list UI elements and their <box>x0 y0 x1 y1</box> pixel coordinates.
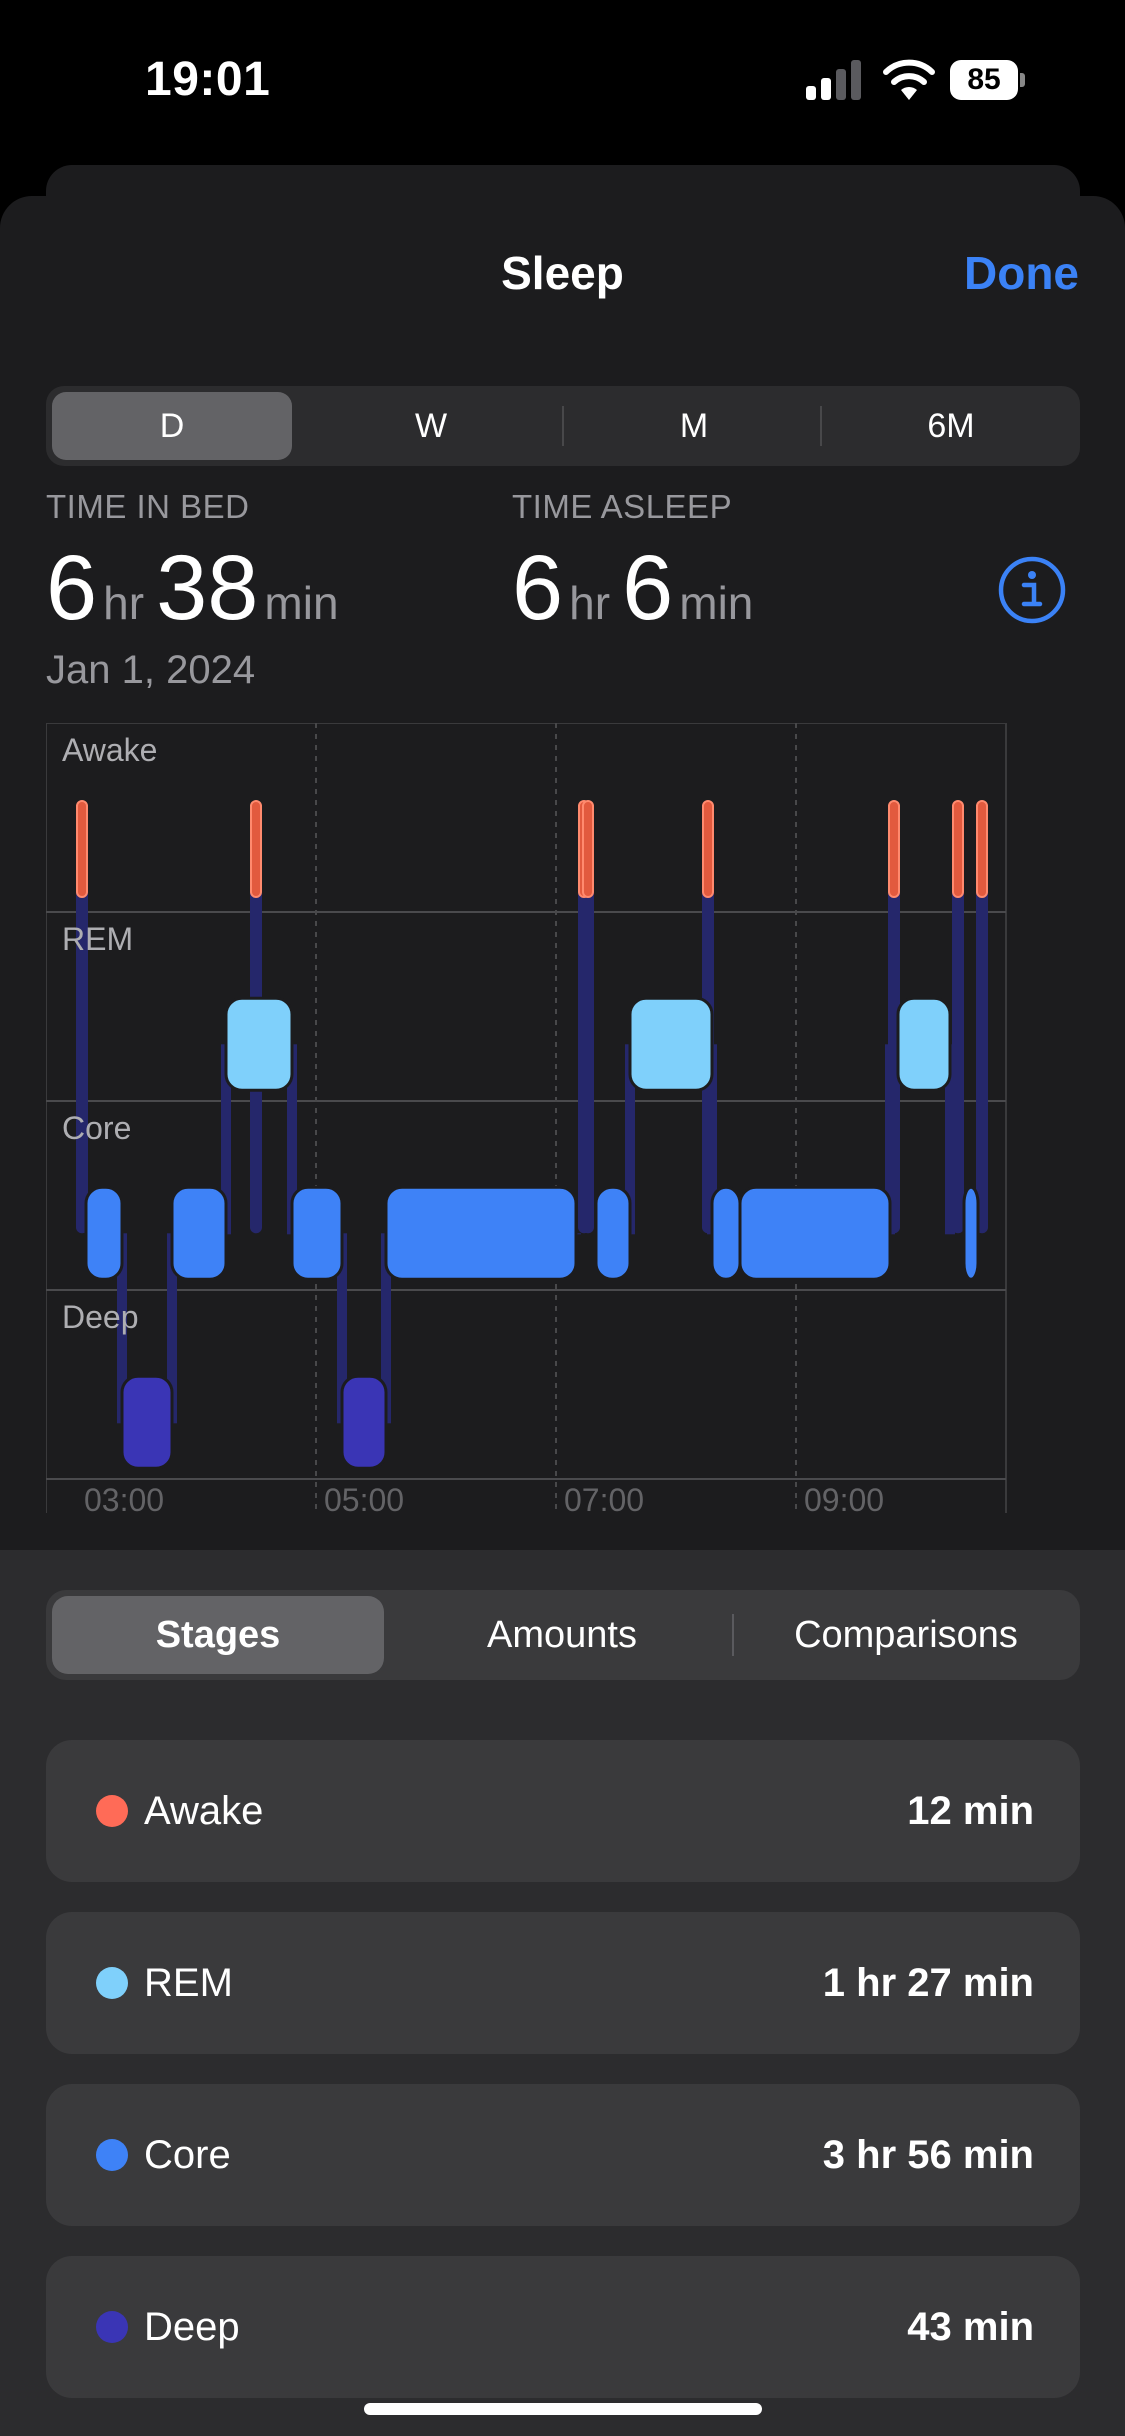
details-panel: Stages Amounts Comparisons Awake 12 min … <box>0 1550 1125 2436</box>
rem-dot-icon <box>96 1967 128 1999</box>
transition-connector <box>945 1044 955 1235</box>
cellular-signal-icon <box>806 60 861 100</box>
time-asleep-value: 6 hr 6 min <box>512 536 765 641</box>
x-tick-label: 09:00 <box>804 1482 884 1513</box>
awake-bar <box>976 800 988 898</box>
time-asleep-minutes: 6 <box>622 537 674 639</box>
awake-bar <box>582 800 594 898</box>
tab-week[interactable]: W <box>414 407 448 445</box>
stage-duration: 12 min <box>907 1789 1034 1833</box>
tab-six-months[interactable]: 6M <box>927 407 975 445</box>
sleep-stages-chart: 03:00 05:00 07:00 09:00 Awake REM Core Deep <box>46 723 1007 1513</box>
minutes-unit: min <box>679 577 754 629</box>
stage-label: Deep <box>62 1299 139 1335</box>
deep-dot-icon <box>96 2311 128 2343</box>
wifi-icon <box>883 59 935 100</box>
tab-amounts[interactable]: Amounts <box>487 1614 637 1656</box>
awake-connector <box>888 801 900 1234</box>
awake-connector <box>582 801 594 1234</box>
awake-bar <box>952 800 964 898</box>
transition-connector <box>167 1233 177 1424</box>
transition-connector <box>287 1044 297 1235</box>
time-in-bed-label: TIME IN BED <box>46 488 250 525</box>
awake-connector <box>976 801 988 1234</box>
stage-label: Core <box>62 1110 131 1146</box>
x-tick-label: 03:00 <box>84 1482 164 1513</box>
x-tick-label: 05:00 <box>324 1482 404 1513</box>
stage-row-rem[interactable]: REM 1 hr 27 min <box>46 1912 1080 2054</box>
minutes-unit: min <box>264 577 339 629</box>
stage-name: Deep <box>144 2305 240 2349</box>
segment-divider <box>562 406 564 446</box>
stage-duration: 1 hr 27 min <box>822 1961 1034 2005</box>
stage-duration: 3 hr 56 min <box>822 2133 1034 2177</box>
stage-block-core <box>710 1185 742 1281</box>
transition-connector <box>625 1044 635 1235</box>
transition-connector <box>381 1233 391 1424</box>
tab-comparisons[interactable]: Comparisons <box>794 1614 1018 1656</box>
stage-row-core[interactable]: Core 3 hr 56 min <box>46 2084 1080 2226</box>
tab-month[interactable]: M <box>679 407 709 445</box>
stage-block-core <box>594 1185 632 1281</box>
tab-day[interactable]: D <box>52 392 292 460</box>
awake-bar <box>76 800 88 898</box>
stage-label: REM <box>62 921 133 957</box>
stage-row-deep[interactable]: Deep 43 min <box>46 2256 1080 2398</box>
core-dot-icon <box>96 2139 128 2171</box>
segment-divider <box>732 1614 734 1656</box>
stage-block-core <box>84 1185 124 1281</box>
stage-block-deep <box>340 1374 388 1470</box>
date-label: Jan 1, 2024 <box>46 648 256 692</box>
stage-block-core <box>738 1185 892 1281</box>
stage-block-core <box>170 1185 228 1281</box>
awake-bar <box>702 800 714 898</box>
segment-divider <box>820 406 822 446</box>
stage-block-core <box>290 1185 344 1281</box>
awake-bar <box>250 800 262 898</box>
time-in-bed-value: 6 hr 38 min <box>46 536 351 641</box>
stage-name: REM <box>144 1961 233 2005</box>
status-time: 19:01 <box>145 53 271 106</box>
stage-block-rem <box>896 996 952 1092</box>
x-tick-label: 07:00 <box>564 1482 644 1513</box>
time-in-bed-hours: 6 <box>46 537 98 639</box>
battery-percent: 85 <box>967 63 1001 96</box>
hours-unit: hr <box>569 577 611 629</box>
range-segmented-control: D W M 6M <box>46 386 1080 466</box>
transition-connector <box>337 1233 347 1424</box>
stage-block-core <box>384 1185 578 1281</box>
stage-duration: 43 min <box>907 2305 1034 2349</box>
done-button[interactable]: Done <box>964 247 1079 299</box>
status-bar: 19:01 85 <box>0 0 1125 160</box>
stage-block-rem <box>628 996 714 1092</box>
hours-unit: hr <box>103 577 145 629</box>
time-asleep-label: TIME ASLEEP <box>512 488 733 525</box>
page-title: Sleep <box>501 247 624 299</box>
details-segmented-control: Stages Amounts Comparisons <box>46 1590 1080 1680</box>
stage-name: Core <box>144 2133 231 2177</box>
awake-connector <box>952 801 964 1234</box>
home-indicator[interactable] <box>364 2403 762 2415</box>
awake-bar <box>888 800 900 898</box>
info-icon[interactable] <box>998 556 1066 624</box>
stage-label: Awake <box>62 732 157 768</box>
awake-dot-icon <box>96 1795 128 1827</box>
stage-block-deep <box>120 1374 174 1470</box>
time-asleep-hours: 6 <box>512 537 564 639</box>
time-in-bed-minutes: 38 <box>156 537 259 639</box>
stage-block-rem <box>224 996 294 1092</box>
transition-connector <box>221 1044 231 1235</box>
tab-stages[interactable]: Stages <box>52 1596 384 1674</box>
stage-block-core <box>962 1185 980 1281</box>
stage-row-awake[interactable]: Awake 12 min <box>46 1740 1080 1882</box>
stage-name: Awake <box>144 1789 264 1833</box>
awake-connector <box>76 801 88 1234</box>
battery-icon: 85 <box>950 60 1028 102</box>
sleep-sheet: Sleep Done D W M 6M TIME IN BED 6 hr 38 min… <box>0 196 1125 2436</box>
transition-connector <box>117 1233 127 1424</box>
